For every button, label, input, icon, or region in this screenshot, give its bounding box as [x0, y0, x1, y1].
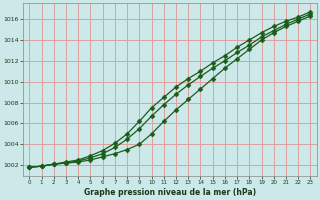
X-axis label: Graphe pression niveau de la mer (hPa): Graphe pression niveau de la mer (hPa): [84, 188, 256, 197]
